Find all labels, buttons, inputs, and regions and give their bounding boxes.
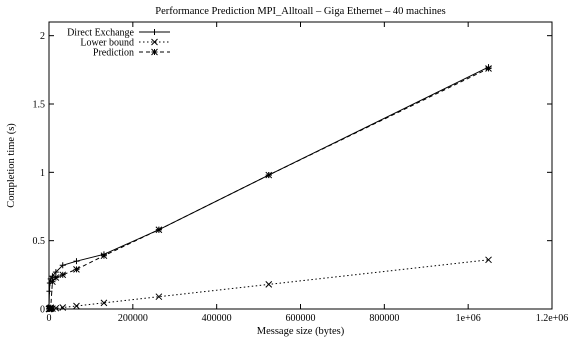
data-point-direct-exchange — [59, 262, 66, 269]
x-tick-label: 1.2e+06 — [536, 313, 569, 324]
data-point-prediction — [100, 252, 108, 260]
chart-title: Performance Prediction MPI_Alltoall – Gi… — [155, 6, 445, 17]
series-layer — [45, 64, 492, 313]
y-tick-label: 1.5 — [33, 100, 46, 111]
x-tick-label: 600000 — [286, 313, 316, 324]
data-point-lower-bound — [265, 281, 273, 288]
x-tick-label: 200000 — [118, 313, 148, 324]
data-point-lower-bound — [59, 304, 67, 311]
y-tick-label: 0.5 — [33, 236, 46, 247]
y-axis-label: Completion time (s) — [6, 123, 17, 208]
data-point-lower-bound — [100, 299, 108, 307]
legend-label-direct-exchange: Direct Exchange — [67, 28, 134, 39]
legend-marker-lower-bound — [151, 38, 158, 46]
data-point-direct-exchange — [52, 269, 59, 276]
legend-marker-prediction — [151, 48, 158, 56]
plot-frame — [48, 21, 553, 310]
data-point-prediction — [47, 304, 55, 311]
series-line-prediction — [48, 68, 489, 310]
data-point-prediction — [52, 274, 60, 281]
x-tick-label: 1e+06 — [456, 313, 481, 324]
data-point-prediction — [59, 271, 67, 279]
data-point-lower-bound — [485, 256, 492, 264]
legend-marker-direct-exchange — [151, 29, 158, 35]
x-tick-label: 0 — [47, 313, 52, 324]
data-point-direct-exchange — [46, 288, 53, 295]
axis-ticks: 0 200000 400000 600000 800000 1e+06 1.2e+06 0 0.… — [33, 22, 569, 324]
y-tick-label: 2 — [40, 31, 45, 42]
y-tick-label: 0 — [40, 305, 45, 316]
x-tick-label: 400000 — [202, 313, 232, 324]
data-point-direct-exchange — [73, 258, 80, 265]
data-point-lower-bound — [155, 293, 163, 301]
legend-label-lower-bound: Lower bound — [80, 38, 134, 49]
x-tick-label: 800000 — [369, 313, 399, 324]
x-axis-label: Message size (bytes) — [257, 326, 345, 337]
data-point-lower-bound — [73, 302, 80, 310]
data-point-prediction — [265, 171, 273, 179]
data-point-prediction — [485, 65, 492, 72]
data-point-prediction — [73, 266, 80, 273]
series-line-direct-exchange — [48, 66, 489, 310]
legend-label-prediction: Prediction — [93, 48, 134, 59]
y-tick-label: 1 — [40, 168, 45, 179]
data-point-direct-exchange — [46, 280, 53, 287]
data-point-prediction — [155, 226, 163, 234]
